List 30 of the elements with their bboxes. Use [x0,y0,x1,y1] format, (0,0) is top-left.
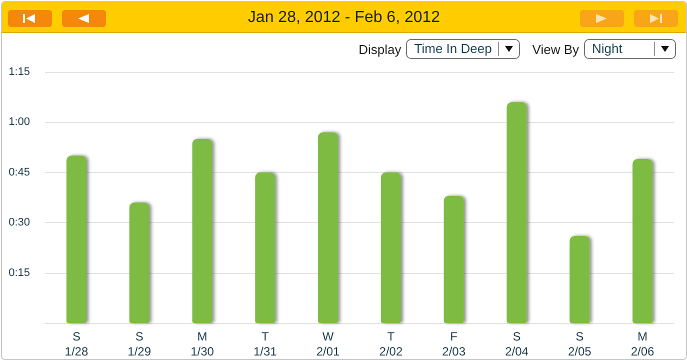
chart-title: Jan 28, 2012 - Feb 6, 2012 [246,9,442,27]
bar [192,138,212,323]
y-tick-label: 0:45 [8,166,30,178]
text: View By [532,42,579,56]
text: Display [358,42,402,56]
x-tick-label: S 2/04 [505,330,529,358]
bar [66,156,86,323]
x-tick-label: M 1/30 [190,330,214,358]
y-tick-label: 0:15 [8,266,30,279]
y-tick-label: 1:00 [8,116,30,128]
bar [632,159,653,323]
dropdown-field: Time In Deep [406,39,520,59]
bar [318,132,338,323]
bar [129,202,150,323]
bar [380,172,401,323]
dropdown-field: Night [584,39,676,59]
y-tick-label: 1:15 [8,66,30,78]
x-tick-label: T 1/31 [253,330,278,358]
bar [506,102,527,323]
x-tick-label: S 2/05 [568,330,592,358]
bar [255,172,276,323]
bar [570,236,590,323]
x-tick-label: W 2/01 [316,330,340,358]
x-tick-label: T 2/02 [379,330,403,358]
bar [444,196,464,323]
y-tick-label: 0:30 [8,216,30,229]
x-tick-label: F 2/03 [442,330,466,358]
x-tick-label: S 1/29 [128,330,152,358]
x-tick-label: S 1/28 [64,330,88,358]
x-tick-label: M 2/06 [630,330,655,358]
